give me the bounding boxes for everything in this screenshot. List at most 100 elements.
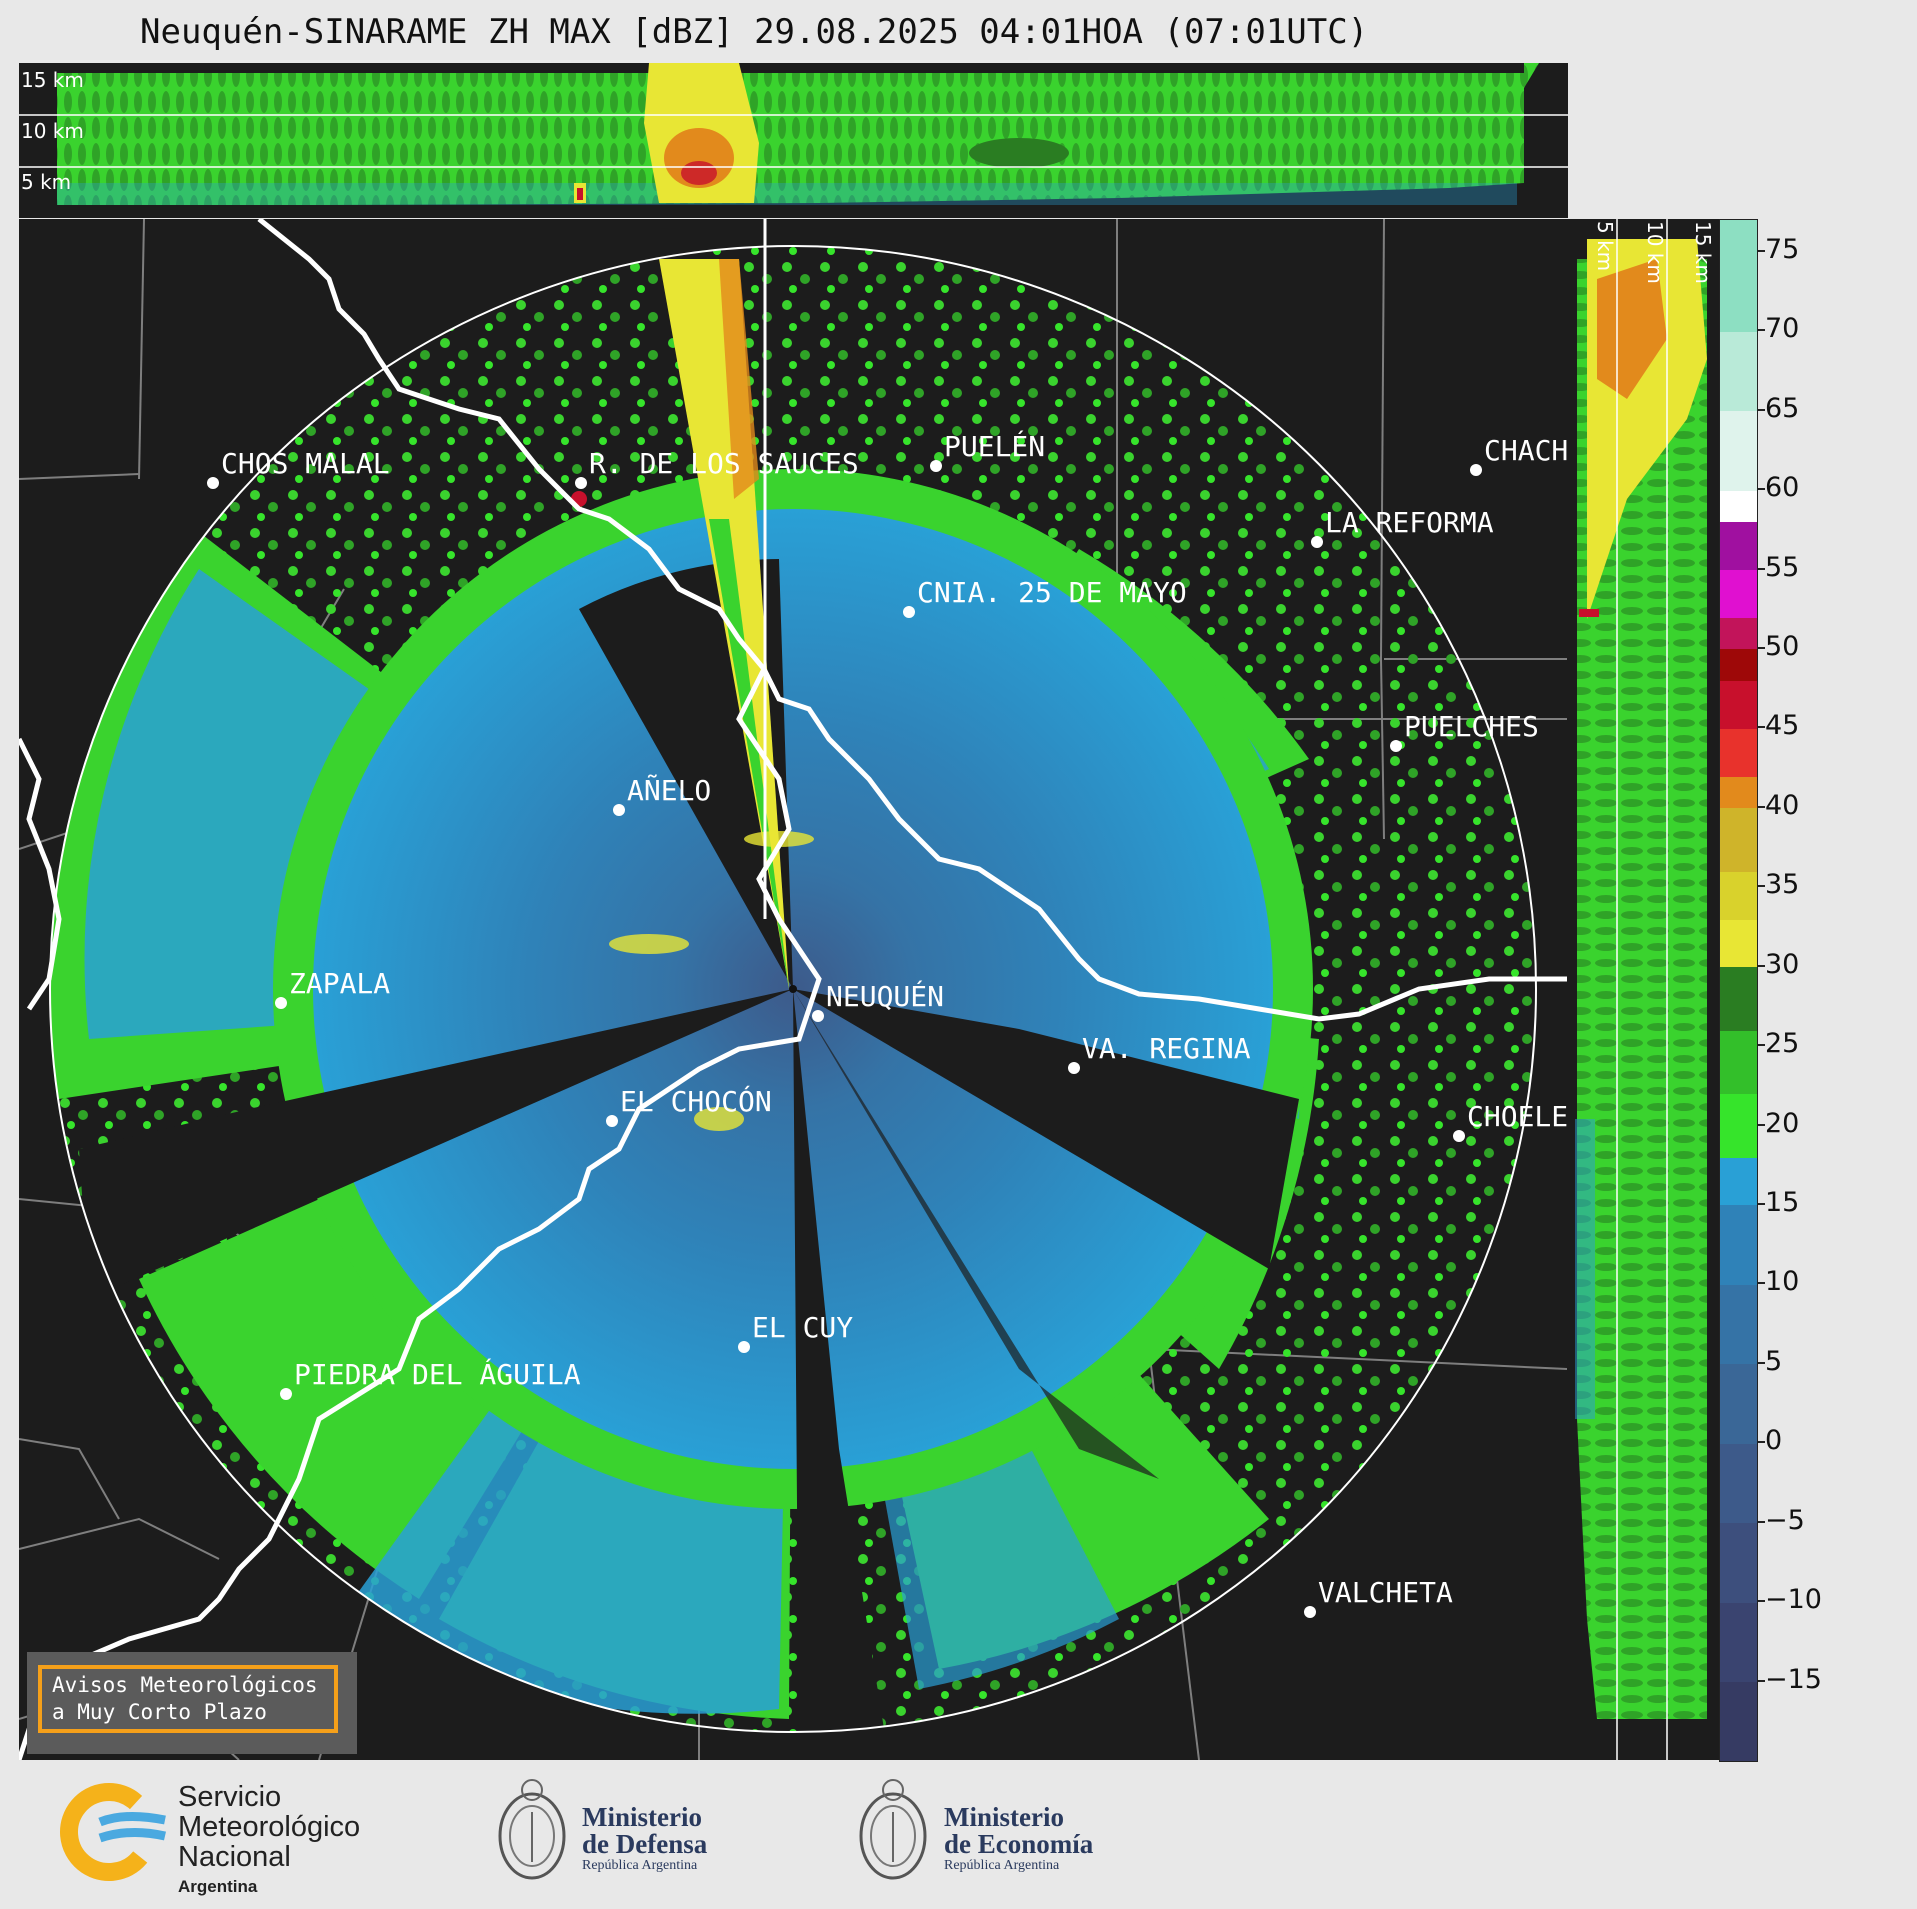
- right-km-label-5: 5 km: [1593, 221, 1617, 272]
- svg-text:PUELCHES: PUELCHES: [1404, 710, 1539, 743]
- colorbar-segment: [1720, 1363, 1757, 1444]
- city-choele[interactable]: CHOELE: [1453, 1100, 1567, 1142]
- svg-text:AÑELO: AÑELO: [627, 773, 711, 807]
- city-cnia-25-de-mayo[interactable]: CNIA. 25 DE MAYO: [903, 576, 1187, 618]
- colorbar-tick-label: −5: [1765, 1504, 1805, 1536]
- colorbar-segment: [1720, 1204, 1757, 1285]
- colorbar-tick-label: −10: [1765, 1584, 1822, 1616]
- svg-text:CHOELE: CHOELE: [1467, 1100, 1567, 1133]
- colorbar-tick-label: 30: [1765, 948, 1800, 980]
- smn-line-4: Argentina: [178, 1877, 258, 1896]
- city-markers: CHOS MALAL R. DE LOS SAUCES PUELÉN CHACH…: [207, 429, 1567, 1618]
- economia-title-2: de Economía: [944, 1829, 1094, 1859]
- defensa-title-2: de Defensa: [582, 1829, 708, 1859]
- smn-line-1: Servicio: [178, 1781, 282, 1813]
- colorbar-segment: [1720, 410, 1757, 491]
- colorbar-tick-label: 50: [1765, 630, 1800, 662]
- colorbar-tick-label: 0: [1765, 1425, 1783, 1457]
- warning-line-1: Avisos Meteorológicos: [52, 1673, 318, 1697]
- colorbar-tick-mark: [1757, 1044, 1765, 1047]
- defensa-logo-text: Ministerio de Defensa República Argentin…: [582, 1804, 707, 1874]
- city-zapala[interactable]: ZAPALA: [275, 967, 390, 1009]
- economia-title-1: Ministerio: [944, 1802, 1064, 1832]
- city-puelen[interactable]: PUELÉN: [930, 429, 1045, 472]
- colorbar-tick-label: 35: [1765, 869, 1800, 901]
- colorbar-segment: [1720, 648, 1757, 682]
- city-anelo[interactable]: AÑELO: [613, 773, 711, 816]
- svg-text:R. DE LOS SAUCES: R. DE LOS SAUCES: [589, 447, 859, 480]
- colorbar-segment: [1720, 871, 1757, 920]
- dbz-colorbar: [1719, 219, 1758, 1762]
- colorbar-segment: [1720, 617, 1757, 650]
- colorbar-tick-mark: [1757, 885, 1765, 888]
- colorbar-segment: [1720, 966, 1757, 1031]
- colorbar-tick-label: 45: [1765, 710, 1800, 742]
- colorbar-segment: [1720, 1284, 1757, 1365]
- smn-logo-text: Servicio Meteorológico Nacional Argentin…: [178, 1782, 360, 1902]
- right-km-label-15: 15 km: [1691, 221, 1715, 284]
- colorbar-tick-mark: [1757, 408, 1765, 411]
- defensa-shield-icon: [498, 1779, 566, 1880]
- svg-text:CHACH: CHACH: [1484, 434, 1567, 467]
- colorbar-segment: [1720, 569, 1757, 618]
- colorbar-tick-label: −15: [1765, 1663, 1822, 1695]
- city-puelches[interactable]: PUELCHES: [1390, 710, 1539, 752]
- right-cross-section-image: [1575, 219, 1707, 1760]
- colorbar-tick-mark: [1757, 1202, 1765, 1205]
- colorbar-segment: [1720, 521, 1757, 570]
- city-piedra-del-aguila[interactable]: PIEDRA DEL ÁGUILA: [280, 1357, 581, 1400]
- colorbar-segment: [1720, 728, 1757, 777]
- city-neuquen[interactable]: NEUQUÉN: [812, 979, 944, 1022]
- top-km-label-10: 10 km: [21, 119, 84, 143]
- colorbar-tick-mark: [1757, 1520, 1765, 1523]
- colorbar-tick-label: 5: [1765, 1345, 1783, 1377]
- colorbar-tick-mark: [1757, 1123, 1765, 1126]
- city-chach[interactable]: CHACH: [1470, 434, 1567, 476]
- colorbar-tick-mark: [1757, 1361, 1765, 1364]
- colorbar-segment: [1720, 807, 1757, 872]
- city-la-reforma[interactable]: LA REFORMA: [1311, 506, 1494, 548]
- colorbar-tick-mark: [1757, 1679, 1765, 1682]
- colorbar-tick-mark: [1757, 567, 1765, 570]
- city-el-chocon[interactable]: EL CHOCÓN: [606, 1084, 772, 1127]
- svg-text:VA. REGINA: VA. REGINA: [1082, 1032, 1251, 1065]
- city-va-regina[interactable]: VA. REGINA: [1068, 1032, 1251, 1074]
- colorbar-segment: [1720, 1522, 1757, 1603]
- radar-map-panel: CHOS MALAL R. DE LOS SAUCES PUELÉN CHACH…: [19, 219, 1567, 1760]
- colorbar-segment: [1720, 680, 1757, 729]
- colorbar-segment: [1720, 776, 1757, 809]
- right-km-label-10: 10 km: [1643, 221, 1667, 284]
- city-r-de-los-sauces[interactable]: R. DE LOS SAUCES: [575, 447, 859, 489]
- colorbar-tick-mark: [1757, 249, 1765, 252]
- colorbar-segment: [1720, 1157, 1757, 1206]
- colorbar-segment: [1720, 919, 1757, 968]
- colorbar-segment: [1720, 1093, 1757, 1158]
- colorbar-tick-label: 75: [1765, 233, 1800, 265]
- warning-box: Avisos Meteorológicos a Muy Corto Plazo: [27, 1652, 357, 1754]
- city-chos-malal[interactable]: CHOS MALAL: [207, 447, 390, 489]
- svg-text:LA REFORMA: LA REFORMA: [1325, 506, 1494, 539]
- colorbar-tick-label: 15: [1765, 1186, 1800, 1218]
- economia-logo-text: Ministerio de Economía República Argenti…: [944, 1804, 1093, 1874]
- colorbar-tick-mark: [1757, 1441, 1765, 1444]
- svg-text:PIEDRA DEL ÁGUILA: PIEDRA DEL ÁGUILA: [294, 1357, 581, 1391]
- smn-line-3: Nacional: [178, 1841, 291, 1873]
- colorbar-tick-label: 65: [1765, 392, 1800, 424]
- svg-text:VALCHETA: VALCHETA: [1318, 1576, 1453, 1609]
- smn-line-2: Meteorológico: [178, 1811, 361, 1843]
- city-valcheta[interactable]: VALCHETA: [1304, 1576, 1453, 1618]
- svg-text:CHOS MALAL: CHOS MALAL: [221, 447, 390, 480]
- colorbar-segment: [1720, 490, 1757, 523]
- colorbar-tick-mark: [1757, 1282, 1765, 1285]
- city-el-cuy[interactable]: EL CUY: [738, 1311, 853, 1353]
- colorbar-tick-label: 25: [1765, 1028, 1800, 1060]
- colorbar-tick-label: 40: [1765, 789, 1800, 821]
- smn-logo-icon: [60, 1783, 167, 1881]
- colorbar-tick-mark: [1757, 726, 1765, 729]
- top-cross-section-image: [19, 63, 1568, 205]
- chart-title: Neuquén-SINARAME ZH MAX [dBZ] 29.08.2025…: [140, 12, 1369, 52]
- svg-text:EL CHOCÓN: EL CHOCÓN: [620, 1084, 772, 1118]
- right-cross-section-panel: 5 km 10 km 15 km: [1567, 219, 1719, 1760]
- colorbar-tick-label: 55: [1765, 551, 1800, 583]
- top-km-label-5: 5 km: [21, 170, 72, 194]
